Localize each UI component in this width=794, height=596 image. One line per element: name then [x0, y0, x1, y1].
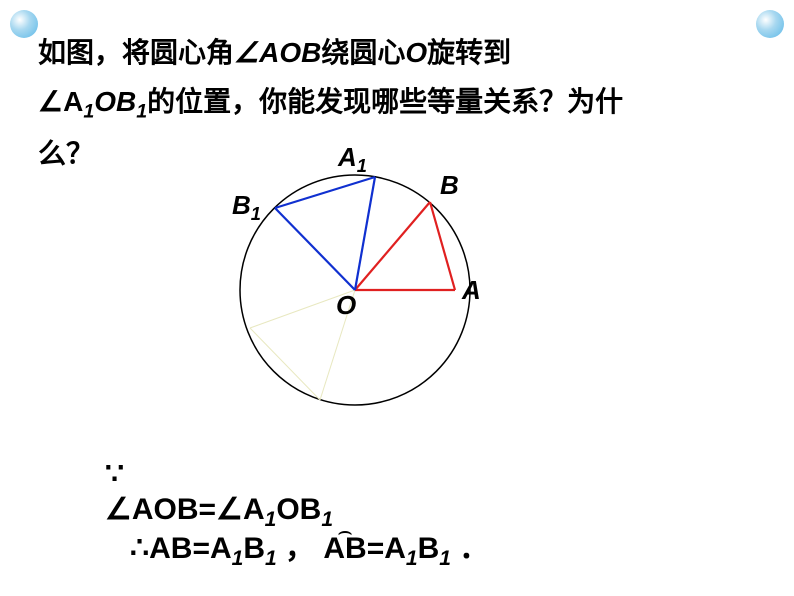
label-A1-letter: A [338, 142, 357, 172]
bubble-decoration-tl [10, 10, 38, 38]
label-O: O [336, 290, 356, 321]
label-B: B [440, 170, 459, 201]
q-center: O [405, 37, 427, 68]
concl-line1-a: ∠AOB=∠A [105, 493, 265, 526]
q-angle1: ∠AOB [234, 37, 321, 68]
red-OB [355, 202, 430, 290]
label-A: A [462, 275, 481, 306]
because-symbol: ∵ [105, 458, 124, 491]
q-angle2-prefix: ∠A [38, 86, 83, 117]
q-angle2-sub2: 1 [136, 101, 147, 123]
blue-A1B1 [275, 177, 375, 208]
circle-diagram: O A B A1 B1 [180, 140, 540, 420]
label-B1-sub: 1 [251, 204, 261, 224]
q-angle2-mid: OB [94, 86, 136, 117]
arc-sub1: 1 [406, 547, 418, 570]
arc-ab: AB [323, 532, 366, 567]
q-line3: 么？ [38, 138, 94, 169]
diagram-svg [180, 140, 540, 420]
label-A1: A1 [338, 142, 367, 177]
conclusion-text: ∵ ∠AOB=∠A1OB1 ∴AB=A1B1 ， AB=A1B1 ． [105, 458, 489, 571]
concl-sub1: 1 [265, 508, 277, 531]
concl-line1-b: OB [276, 493, 321, 526]
label-B1: B1 [232, 190, 261, 225]
sep: ， [277, 532, 315, 565]
q-suffix: 绕圆心 [321, 37, 405, 68]
eq: = [367, 532, 385, 565]
blue-OB1 [275, 208, 355, 290]
bubble-decoration-tr [756, 10, 784, 38]
chord-a: AB=A [149, 532, 232, 565]
q-angle2-sub1: 1 [83, 101, 94, 123]
q-line2-suffix: 的位置，你能发现哪些等量关系？为什 [147, 86, 623, 117]
period: ． [451, 532, 489, 565]
label-B1-letter: B [232, 190, 251, 220]
blue-OA1 [355, 177, 375, 290]
arc-a1: A [384, 532, 406, 565]
arc-sub2: 1 [439, 547, 451, 570]
chord-sub1: 1 [232, 547, 244, 570]
chord-b: B [243, 532, 265, 565]
concl-sub2: 1 [321, 508, 333, 531]
chord-sub2: 1 [265, 547, 277, 570]
ghost-line-3 [250, 328, 320, 400]
q-prefix: 如图，将圆心角 [38, 37, 234, 68]
q-end1: 旋转到 [427, 37, 511, 68]
therefore-symbol: ∴ [130, 532, 149, 565]
label-A1-sub: 1 [357, 156, 367, 176]
arc-b1: B [418, 532, 440, 565]
